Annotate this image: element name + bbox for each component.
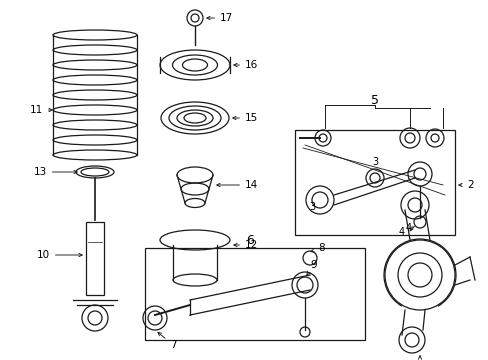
Text: 4: 4: [405, 223, 411, 233]
Text: 6: 6: [245, 234, 253, 247]
Text: 13: 13: [34, 167, 77, 177]
Text: 16: 16: [233, 60, 258, 70]
Text: 12: 12: [233, 240, 258, 250]
Text: 15: 15: [232, 113, 258, 123]
Text: 7: 7: [158, 332, 176, 350]
Text: 10: 10: [37, 250, 82, 260]
Text: 8: 8: [310, 243, 324, 253]
Text: 14: 14: [216, 180, 258, 190]
Text: 17: 17: [206, 13, 233, 23]
Text: 4: 4: [398, 227, 411, 237]
Text: 1: 1: [416, 356, 423, 360]
Text: 9: 9: [306, 260, 316, 275]
Bar: [294, 130, 454, 235]
Text: 5: 5: [370, 94, 378, 107]
Text: 3: 3: [371, 157, 377, 167]
Text: 2: 2: [458, 180, 473, 190]
Text: 3: 3: [308, 202, 314, 212]
Text: 11: 11: [30, 105, 52, 115]
Bar: [86, 222, 104, 295]
Bar: [145, 248, 364, 340]
